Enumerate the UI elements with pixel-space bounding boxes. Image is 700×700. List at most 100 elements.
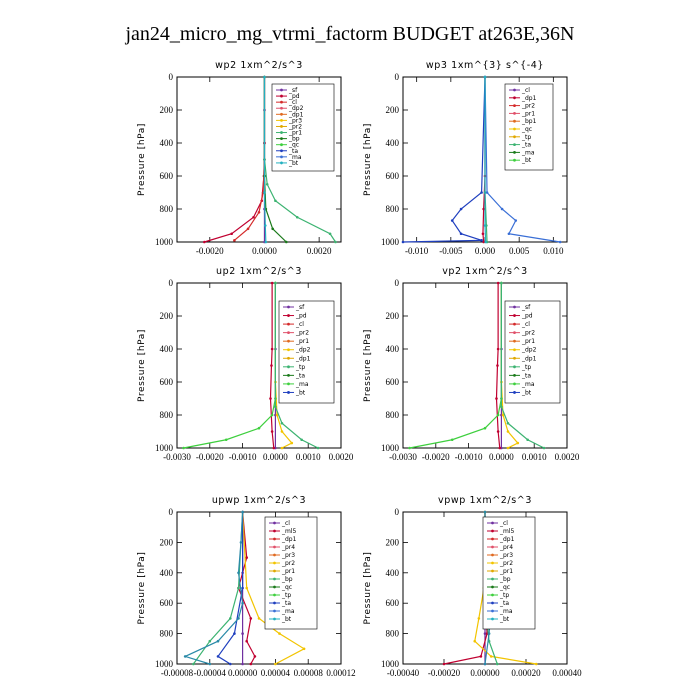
panel-title: up2 1xm^2/s^3 bbox=[216, 266, 302, 277]
legend-marker bbox=[280, 155, 283, 159]
x-tick-label: 0.00008 bbox=[294, 668, 324, 678]
y-tick-label: 400 bbox=[386, 344, 400, 354]
data-point bbox=[500, 207, 504, 211]
legend-marker bbox=[513, 96, 516, 100]
legend-marker bbox=[287, 331, 290, 335]
legend-box bbox=[278, 300, 335, 404]
data-point bbox=[485, 191, 489, 194]
legend-marker bbox=[491, 577, 494, 581]
legend-label: _qc bbox=[499, 584, 510, 591]
legend-label: _pr3 bbox=[281, 552, 295, 559]
legend-marker bbox=[273, 545, 276, 549]
y-tick-label: 200 bbox=[386, 537, 400, 547]
data-point bbox=[241, 632, 244, 635]
data-point bbox=[252, 215, 255, 219]
legend-marker bbox=[513, 135, 516, 139]
data-point bbox=[526, 438, 529, 442]
legend-marker bbox=[491, 601, 494, 605]
data-point bbox=[208, 639, 212, 643]
legend-marker bbox=[513, 348, 516, 352]
legend-label: _ma bbox=[295, 381, 309, 388]
data-point bbox=[450, 219, 454, 222]
legend-label: _ta bbox=[288, 148, 298, 155]
legend-label: _dp2 bbox=[521, 347, 537, 354]
legend-marker bbox=[513, 339, 516, 343]
data-point bbox=[477, 617, 481, 620]
data-point bbox=[278, 632, 281, 635]
series-pr1 bbox=[500, 281, 546, 450]
data-point bbox=[257, 211, 261, 214]
series-ta bbox=[483, 75, 562, 244]
legend-label: _tp bbox=[281, 592, 291, 599]
x-tick-label: 0.00004 bbox=[261, 668, 291, 678]
x-tick-label: 0.0000 bbox=[263, 452, 288, 462]
data-point bbox=[270, 347, 274, 351]
legend-marker bbox=[491, 553, 494, 557]
legend-label: _bp bbox=[281, 576, 293, 583]
data-point bbox=[257, 617, 261, 620]
legend-marker bbox=[491, 585, 494, 589]
series-pd bbox=[269, 281, 276, 450]
series-ta bbox=[183, 510, 244, 666]
y-tick-label: 400 bbox=[160, 138, 174, 148]
legend-label: _cl bbox=[521, 321, 530, 328]
legend-marker bbox=[491, 537, 494, 541]
data-point bbox=[224, 438, 228, 442]
legend-marker bbox=[513, 365, 516, 369]
series-tp bbox=[216, 510, 244, 666]
data-point bbox=[479, 655, 483, 658]
legend-marker bbox=[491, 529, 494, 533]
data-point bbox=[516, 441, 520, 445]
y-tick-label: 400 bbox=[386, 568, 400, 578]
y-tick-label: 600 bbox=[386, 598, 400, 608]
legend-marker bbox=[287, 391, 290, 394]
legend-label: _dp2 bbox=[295, 347, 311, 354]
legend-label: _bp bbox=[288, 136, 300, 143]
data-point bbox=[300, 438, 303, 442]
legend-marker bbox=[280, 100, 283, 104]
data-point bbox=[237, 586, 240, 590]
series-ml5 bbox=[442, 510, 489, 666]
legend-label: _bt bbox=[521, 157, 532, 164]
y-tick-label: 1000 bbox=[155, 443, 174, 453]
panel-title: wp3 1xm^{3} s^{-4} bbox=[426, 60, 544, 71]
legend-label: _dp1 bbox=[295, 355, 311, 362]
legend-marker bbox=[273, 537, 276, 541]
legend-marker bbox=[513, 119, 516, 123]
legend-label: _pr3 bbox=[499, 552, 513, 559]
legend-label: _pr1 bbox=[499, 568, 513, 575]
data-point bbox=[183, 655, 187, 658]
x-tick-label: -0.0030 bbox=[389, 452, 417, 462]
x-tick-label: -0.0020 bbox=[196, 452, 224, 462]
legend-label: _dp1 bbox=[288, 111, 304, 118]
data-point bbox=[483, 224, 487, 227]
data-point bbox=[272, 446, 276, 450]
data-point bbox=[501, 413, 505, 417]
legend-marker bbox=[273, 601, 276, 605]
legend-marker bbox=[273, 609, 276, 613]
data-point bbox=[245, 586, 248, 590]
x-tick-label: -0.00004 bbox=[194, 668, 227, 678]
y-tick-label: 1000 bbox=[155, 237, 174, 247]
data-point bbox=[401, 240, 405, 244]
data-point bbox=[275, 413, 279, 417]
legend-label: _tp bbox=[521, 134, 531, 141]
legend-label: _sf bbox=[295, 304, 305, 311]
legend-marker bbox=[287, 322, 290, 326]
data-point bbox=[480, 239, 483, 242]
series-pd bbox=[203, 75, 266, 244]
legend-marker bbox=[280, 118, 283, 122]
legend-marker bbox=[273, 593, 276, 597]
legend-marker bbox=[513, 143, 516, 147]
data-point bbox=[241, 586, 244, 590]
y-axis-label: Pressure [hPa] bbox=[137, 552, 147, 625]
legend-marker bbox=[513, 331, 516, 335]
legend-marker bbox=[491, 593, 494, 597]
legend-label: _pr1 bbox=[521, 110, 535, 117]
data-point bbox=[483, 75, 487, 79]
data-point bbox=[482, 207, 485, 211]
series-line bbox=[402, 76, 486, 243]
legend-marker bbox=[280, 112, 283, 116]
x-tick-label: -0.00020 bbox=[428, 668, 461, 678]
series-line bbox=[443, 512, 488, 665]
